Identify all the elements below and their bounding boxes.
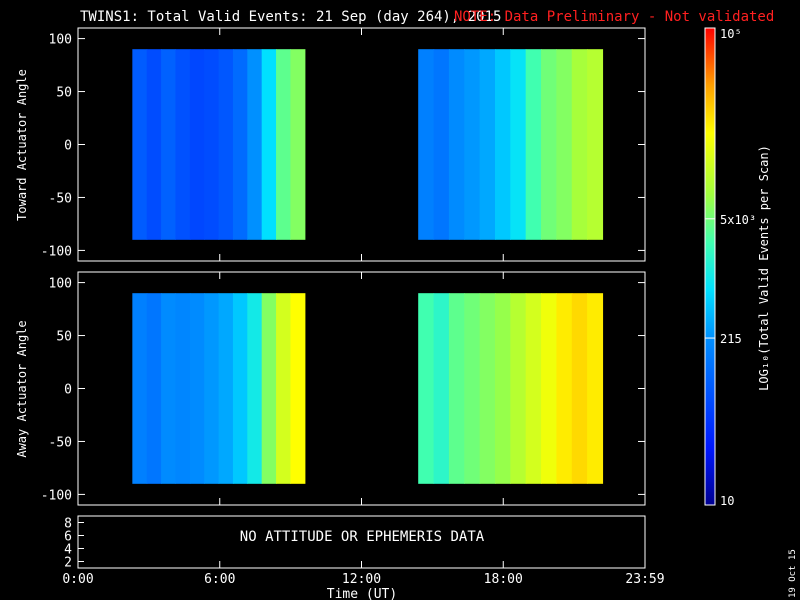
middle-ytick-label: -50 [49,435,72,450]
colorbar [704,27,716,506]
top-block-1-strip [276,49,292,240]
top-block-2-strip [494,49,511,240]
middle-block-2-strip [525,293,542,484]
middle-block-2-strip [464,293,481,484]
top-block-1-strip [189,49,205,240]
middle-block-1-strip [218,293,234,484]
colorbar-ticks: 10⁵ 5x10³ 215 10 [705,27,756,508]
middle-block-2-strip [418,293,435,484]
middle-block-1-strip [247,293,263,484]
colorbar-tick-label: 10 [720,494,734,508]
top-block-1-strip [290,49,306,240]
middle-block-1-strip [290,293,306,484]
middle-block-2-strip [556,293,573,484]
bottom-ytick-label: 8 [64,517,72,532]
x-tick-label: 18:00 [484,572,523,587]
top-block-2-strip [510,49,527,240]
middle-block-2-strip [587,293,604,484]
x-axis-label: Time (UT) [327,587,397,600]
middle-ytick-label: -100 [41,488,72,503]
middle-block-2-strip [494,293,511,484]
top-block-2-strip [479,49,496,240]
top-ytick-label: 100 [49,33,72,48]
top-block-1-strip [204,49,220,240]
date-stamp: 19 Oct 15 [788,549,798,598]
middle-panel: 100 50 0 -50 -100 [41,272,646,505]
top-ytick-label: 50 [56,86,72,101]
middle-block-2-strip [541,293,558,484]
middle-block-1-strip [276,293,292,484]
bottom-ytick-label: 6 [64,530,72,545]
x-tick-label: 0:00 [62,572,93,587]
top-block-2-strip [571,49,588,240]
top-block-2-strip [541,49,558,240]
middle-block-2-strip [510,293,527,484]
x-axis-ticks: 0:00 6:00 12:00 18:00 23:59 [62,561,665,587]
middle-block-1-strip [132,293,148,484]
top-block-1-strip [218,49,234,240]
middle-ytick-label: 0 [64,383,72,398]
chart-title: TWINS1: Total Valid Events: 21 Sep (day … [80,9,501,25]
colorbar-tick-label: 5x10³ [720,213,756,227]
middle-block-1-strip [204,293,220,484]
top-block-2-strip [556,49,573,240]
middle-block-2-strip [479,293,496,484]
colorbar-label: LOG₁₀(Total Valid Events per Scan) [757,145,771,391]
top-panel: 100 50 0 -50 -100 [41,28,646,261]
middle-block-1-strip [175,293,191,484]
middle-ytick-label: 100 [49,277,72,292]
top-block-2-strip [587,49,604,240]
middle-block-2-strip [571,293,588,484]
middle-block-2-strip [448,293,465,484]
top-y-axis-label: Toward Actuator Angle [15,69,29,221]
colorbar-tick-label: 215 [720,332,742,346]
middle-ytick-label: 50 [56,330,72,345]
x-tick-label: 23:59 [625,572,664,587]
preliminary-note: NOTE: Data Preliminary - Not validated [454,9,774,25]
top-block-2-strip [433,49,450,240]
top-block-1-strip [247,49,263,240]
top-block-1-strip [232,49,248,240]
top-block-2-strip [418,49,435,240]
colorbar-tick-label: 10⁵ [720,27,742,41]
top-block-2-strip [525,49,542,240]
top-block-1-strip [175,49,191,240]
middle-block-1-strip [189,293,205,484]
top-block-1-strip [161,49,177,240]
top-block-1-strip [261,49,277,240]
top-block-1-strip [132,49,148,240]
top-ytick-label: 0 [64,139,72,154]
no-data-message: NO ATTITUDE OR EPHEMERIS DATA [240,529,485,545]
middle-block-1-strip [261,293,277,484]
middle-block-1-strip [146,293,162,484]
top-block-2-strip [464,49,481,240]
middle-block-1-strip [161,293,177,484]
top-ytick-label: -50 [49,191,72,206]
bottom-ytick-label: 2 [64,556,72,571]
middle-block-2-strip [433,293,450,484]
bottom-ytick-label: 4 [64,543,72,558]
top-block-2-strip [448,49,465,240]
top-ytick-label: -100 [41,244,72,259]
top-block-1-strip [146,49,162,240]
middle-y-axis-label: Away Actuator Angle [15,320,29,457]
x-tick-label: 6:00 [204,572,235,587]
middle-block-1-strip [232,293,248,484]
x-tick-label: 12:00 [342,572,381,587]
